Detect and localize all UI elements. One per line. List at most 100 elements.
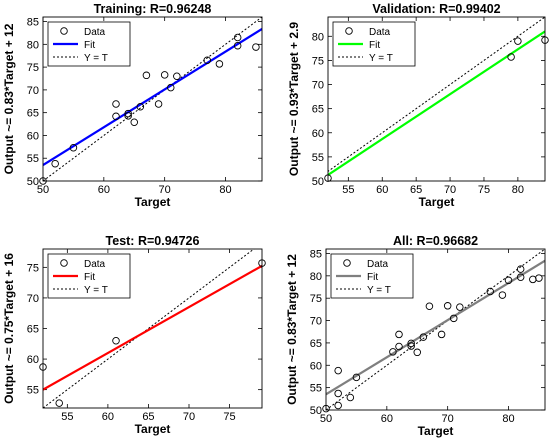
legend: Data Fit Y = T [332, 21, 416, 67]
y-tick-label: 75 [310, 293, 322, 305]
y-tick-label: 85 [27, 17, 39, 29]
y-tick-label: 65 [312, 104, 324, 116]
y-tick-label: 80 [310, 271, 322, 283]
axes-box [325, 248, 546, 411]
data-point [112, 336, 120, 345]
x-axis-label: Target [135, 422, 171, 436]
legend-label-fit: Fit [84, 40, 95, 51]
y-tick-label: 50 [27, 176, 39, 188]
data-point [395, 330, 403, 339]
y-tick-label: 75 [312, 55, 324, 67]
legend: Data Fit Y = T [47, 253, 131, 299]
panel-validation: Validation: R=0.99402 Target Output ~= 0.9… [287, 2, 549, 209]
legend-label-fit: Fit [369, 40, 380, 51]
y-tick-label: 55 [27, 153, 39, 165]
data-point [407, 342, 415, 350]
legend-label-identity: Y = T [84, 53, 108, 64]
x-tick-label: 65 [410, 184, 422, 196]
fit-line [43, 264, 262, 391]
y-tick-label: 70 [27, 85, 39, 97]
data-point [425, 302, 434, 310]
data-point [160, 71, 169, 79]
x-tick-label: 50 [37, 184, 49, 196]
data-point [516, 265, 525, 273]
data-point [450, 314, 458, 323]
data-point [395, 342, 403, 351]
legend: Data Fit Y = T [47, 21, 131, 67]
y-tick-label: 70 [27, 293, 39, 305]
data-point [507, 53, 515, 61]
data-point [166, 83, 175, 92]
identity-line [43, 249, 255, 408]
x-tick-label: 80 [502, 413, 514, 425]
y-tick-label: 70 [310, 316, 322, 328]
fit-line [43, 28, 262, 166]
legend-label-identity: Y = T [367, 285, 391, 296]
legend-label-data: Data [369, 27, 391, 38]
plot-area [43, 249, 262, 408]
x-tick-label: 60 [98, 184, 110, 196]
y-tick-label: 80 [27, 39, 39, 51]
legend-label-data: Data [367, 259, 389, 270]
y-tick-label: 75 [27, 262, 39, 274]
identity-line [43, 17, 262, 181]
data-point [154, 100, 163, 108]
data-point [203, 56, 211, 65]
legend-data-marker [60, 259, 68, 267]
legend-box [330, 253, 414, 299]
legend-label-fit: Fit [84, 272, 95, 283]
data-point [529, 275, 537, 284]
y-tick-label: 65 [27, 108, 39, 120]
legend-label-identity: Y = T [369, 53, 393, 64]
data-point [215, 60, 224, 68]
x-tick-label: 55 [61, 411, 73, 423]
x-tick-label: 70 [183, 411, 195, 423]
y-tick-label: 60 [310, 360, 322, 372]
data-point [69, 143, 78, 152]
y-tick-label: 60 [27, 130, 39, 142]
y-axis-label: Output ~= 0.75*Target + 16 [2, 253, 16, 404]
chart-title: Validation: R=0.99402 [372, 2, 500, 16]
data-point [233, 33, 242, 42]
x-tick-label: 50 [320, 413, 332, 425]
fit-line [328, 30, 545, 176]
data-point [516, 273, 525, 281]
data-point [504, 276, 513, 285]
data-point [130, 118, 138, 126]
data-point [419, 333, 428, 341]
plot-area [326, 249, 545, 410]
data-point [55, 399, 63, 407]
x-axis-label: Target [418, 424, 454, 438]
x-axis-label: Target [135, 195, 171, 209]
data-point [112, 112, 120, 121]
data-point [413, 348, 422, 357]
x-tick-label: 75 [223, 411, 235, 423]
y-tick-label: 65 [27, 324, 39, 336]
axes-box [327, 16, 546, 182]
y-axis-label: Output ~= 0.83*Target + 12 [2, 23, 16, 174]
legend-label-fit: Fit [367, 272, 378, 283]
x-tick-label: 55 [342, 184, 354, 196]
x-tick-label: 70 [442, 413, 454, 425]
x-tick-label: 70 [159, 184, 171, 196]
y-tick-label: 60 [27, 354, 39, 366]
data-point [334, 401, 342, 410]
data-point [142, 71, 151, 80]
x-tick-label: 80 [219, 184, 231, 196]
legend-box [47, 21, 131, 67]
panel-training: Training: R=0.96248 Target Output ~= 0.83*… [2, 2, 263, 209]
x-tick-label: 65 [142, 411, 154, 423]
panel-test: Test: R=0.94726 Target Output ~= 0.75*Targ… [2, 234, 266, 436]
y-tick-label: 50 [312, 176, 324, 188]
x-axis-label: Target [419, 195, 455, 209]
legend-data-marker [343, 259, 351, 267]
axes-box [42, 16, 263, 182]
legend: Data Fit Y = T [330, 253, 414, 299]
data-point [514, 37, 522, 45]
y-tick-label: 85 [310, 248, 322, 260]
data-point [389, 348, 397, 356]
data-point [252, 43, 260, 51]
data-point [535, 274, 543, 282]
chart-title: Test: R=0.94726 [106, 234, 200, 248]
